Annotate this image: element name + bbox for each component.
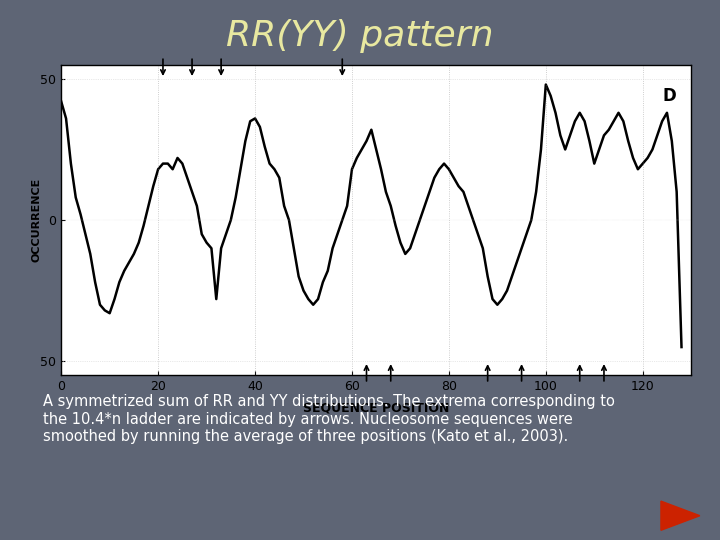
Text: D: D (663, 87, 677, 105)
Y-axis label: OCCURRENCE: OCCURRENCE (31, 178, 41, 262)
X-axis label: SEQUENCE POSITION: SEQUENCE POSITION (303, 402, 449, 415)
Polygon shape (661, 501, 700, 530)
Text: RR(YY) pattern: RR(YY) pattern (226, 19, 494, 53)
Text: A symmetrized sum of RR and YY distributions. The extrema corresponding to
the 1: A symmetrized sum of RR and YY distribut… (43, 394, 615, 444)
